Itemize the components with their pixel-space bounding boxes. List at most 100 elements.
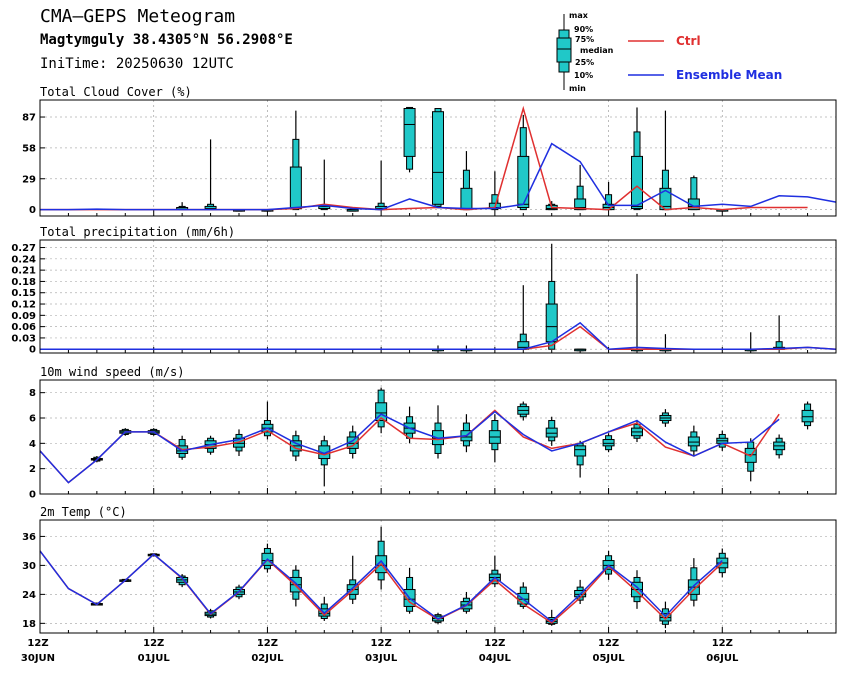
y-tick-label: 0.12 (11, 300, 36, 311)
x-tick-label-hour: 12Z (598, 638, 619, 649)
box-17 (517, 401, 530, 421)
legend-box-inner (556, 37, 572, 63)
y-tick-label: 18 (22, 619, 36, 630)
box-16 (488, 414, 501, 463)
box-p25-p75 (403, 108, 416, 157)
box-p25-p75 (574, 198, 587, 211)
y-tick-label: 24 (22, 590, 36, 601)
panel-3: 10m wind speed (m/s) 0 2 4 6 8 (29, 365, 837, 501)
panel-2: Total precipitation (mm/6h) 00.030.060.09… (11, 225, 837, 356)
legend-ctrl-label: Ctrl (676, 34, 701, 48)
box-17 (517, 285, 530, 350)
box-p25-p75 (545, 427, 558, 438)
x-axis-labels: 12Z 30JUN 12Z 01JUL 12Z 02JUL 12Z 03JUL 12Z 04JUL… (21, 638, 739, 664)
x-tick-label-hour: 12Z (484, 638, 505, 649)
y-tick-label: 0.15 (11, 288, 36, 299)
x-tick-label-hour: 12Z (143, 638, 164, 649)
legend-p10-label: 10% (574, 71, 593, 80)
box-18 (545, 416, 558, 446)
y-tick-label: 0.21 (11, 266, 36, 277)
panel-title: Total precipitation (mm/6h) (40, 225, 235, 239)
box-19 (574, 164, 587, 211)
init-time-label: IniTime: 20250630 12UTC (40, 56, 234, 72)
x-tick-label-hour: 12Z (257, 638, 278, 649)
box-p25-p75 (574, 445, 587, 457)
y-tick-label: 58 (22, 143, 36, 154)
panel-title: 10m wind speed (m/s) (40, 365, 185, 379)
legend-max-label: max (569, 11, 589, 20)
panel-frame (39, 239, 837, 354)
box-12 (375, 160, 388, 211)
panel-1: Total Cloud Cover (%) 0 29 58 87 (22, 85, 837, 217)
box-p10-p90 (491, 194, 499, 211)
y-tick-label: 0.03 (11, 333, 36, 344)
box-21 (631, 570, 643, 609)
panel-frame (39, 379, 837, 495)
box-24 (716, 430, 729, 451)
panel-frame (39, 519, 837, 634)
y-tick-label: 0 (29, 490, 36, 501)
legend-p90-label: 90% (574, 25, 593, 34)
legend-p25-label: 25% (575, 58, 594, 67)
box-15 (460, 151, 473, 211)
x-tick-label-date: 30JUN (21, 653, 55, 664)
y-tick-label: 36 (22, 532, 36, 543)
box-p25-p75 (375, 402, 388, 422)
box-p25-p75 (631, 155, 643, 210)
x-tick-label-date: 04JUL (479, 653, 512, 664)
box-p25-p75 (801, 409, 814, 423)
legend: max 90% 75% median 25% 10% min Ctrl Ense… (556, 11, 782, 93)
legend-p75-label: 75% (575, 35, 594, 44)
x-tick-label-hour: 12Z (27, 638, 48, 649)
box-13 (403, 567, 416, 614)
y-tick-label: 0.27 (11, 243, 36, 254)
y-tick-label: 30 (22, 561, 36, 572)
box-21 (631, 420, 643, 443)
y-tick-label: 4 (29, 439, 36, 450)
y-tick-label: 0.06 (11, 322, 36, 333)
x-tick-label-date: 01JUL (138, 653, 171, 664)
box-5 (176, 574, 189, 588)
box-25 (744, 438, 757, 482)
box-25 (744, 332, 757, 352)
box-22 (659, 409, 672, 427)
box-22 (659, 110, 672, 211)
box-26 (773, 315, 786, 350)
box-23 (687, 175, 700, 211)
box-19 (574, 440, 587, 478)
box-14 (432, 108, 444, 208)
chart-title: CMA—GEPS Meteogram (40, 6, 236, 27)
box-10 (318, 159, 331, 211)
box-p25-p75 (687, 198, 700, 211)
box-16 (488, 171, 501, 211)
box-p25-p75 (289, 166, 302, 210)
box-14 (432, 405, 444, 459)
box-21 (631, 273, 643, 352)
x-tick-label-date: 03JUL (365, 653, 398, 664)
legend-mean-label: Ensemble Mean (676, 68, 782, 82)
box-19 (574, 348, 587, 352)
y-tick-label: 6 (29, 414, 36, 425)
x-tick-label-date: 05JUL (593, 653, 626, 664)
y-tick-label: 0 (29, 345, 36, 356)
box-p25-p75 (432, 111, 444, 205)
panel-frame (39, 99, 837, 217)
legend-median-label: median (580, 46, 614, 55)
box-17 (517, 114, 530, 211)
y-tick-label: 0.24 (11, 254, 36, 265)
y-tick-label: 8 (29, 388, 36, 399)
panel-title: Total Cloud Cover (%) (40, 85, 192, 99)
x-tick-label-hour: 12Z (712, 638, 733, 649)
box-5 (176, 202, 189, 211)
box-p25-p75 (517, 155, 530, 208)
y-tick-label: 2 (29, 464, 36, 475)
y-tick-label: 0.09 (11, 311, 36, 322)
location-label: Magtymguly 38.4305°N 56.2908°E (40, 32, 293, 48)
box-21 (631, 107, 643, 211)
box-p25-p75 (460, 187, 473, 211)
box-11 (346, 555, 359, 605)
panel-4: 2m Temp (°C) 18 24 30 36 (22, 505, 837, 634)
y-tick-label: 87 (22, 113, 36, 124)
ensemble-mean-line (40, 142, 837, 211)
box-6 (204, 139, 217, 211)
